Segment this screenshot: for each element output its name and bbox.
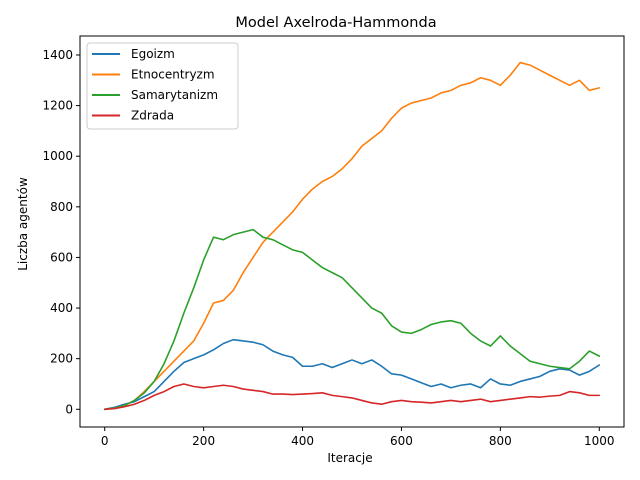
series-line-1 (103, 338, 601, 411)
series-line-4 (103, 383, 601, 411)
y-tick-label: 1000 (42, 149, 73, 163)
legend-box (86, 42, 239, 130)
legend: Egoizm Etnocentryzm Samarytanizm Zdrada (86, 42, 239, 130)
chart-title: Model Axelroda-Hammonda (235, 15, 436, 31)
y-tick-label: 0 (65, 402, 73, 416)
x-tick-label: 400 (291, 434, 314, 448)
legend-label: Samarytanizm (131, 88, 218, 102)
x-tick-label: 600 (390, 434, 413, 448)
y-tick-label: 200 (50, 352, 73, 366)
x-axis-title: Iteracje (327, 451, 372, 465)
y-tick-label: 800 (50, 200, 73, 214)
legend-label: Etnocentryzm (131, 68, 215, 82)
x-tick-label: 800 (489, 434, 512, 448)
y-tick-label: 600 (50, 250, 73, 264)
y-tick-label: 1200 (42, 99, 73, 113)
y-axis-title: Liczba agentów (16, 177, 30, 271)
y-tick-label: 400 (50, 301, 73, 315)
axes-frame (79, 35, 625, 428)
y-tick-label: 1400 (42, 48, 73, 62)
x-tick-label: 1000 (584, 434, 615, 448)
x-tick-label: 0 (101, 434, 109, 448)
axes: 0 200 400 600 800 1000 0 200 400 600 800 1000 1200 14… (42, 35, 625, 448)
series-line-2 (103, 61, 601, 411)
legend-label: Egoizm (131, 47, 175, 61)
series-line-3 (103, 228, 601, 411)
x-tick-label: 200 (192, 434, 215, 448)
plot-area (103, 61, 601, 411)
legend-label: Zdrada (131, 109, 174, 123)
